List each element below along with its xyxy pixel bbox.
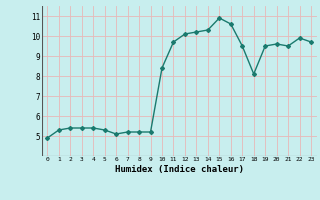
X-axis label: Humidex (Indice chaleur): Humidex (Indice chaleur) xyxy=(115,165,244,174)
